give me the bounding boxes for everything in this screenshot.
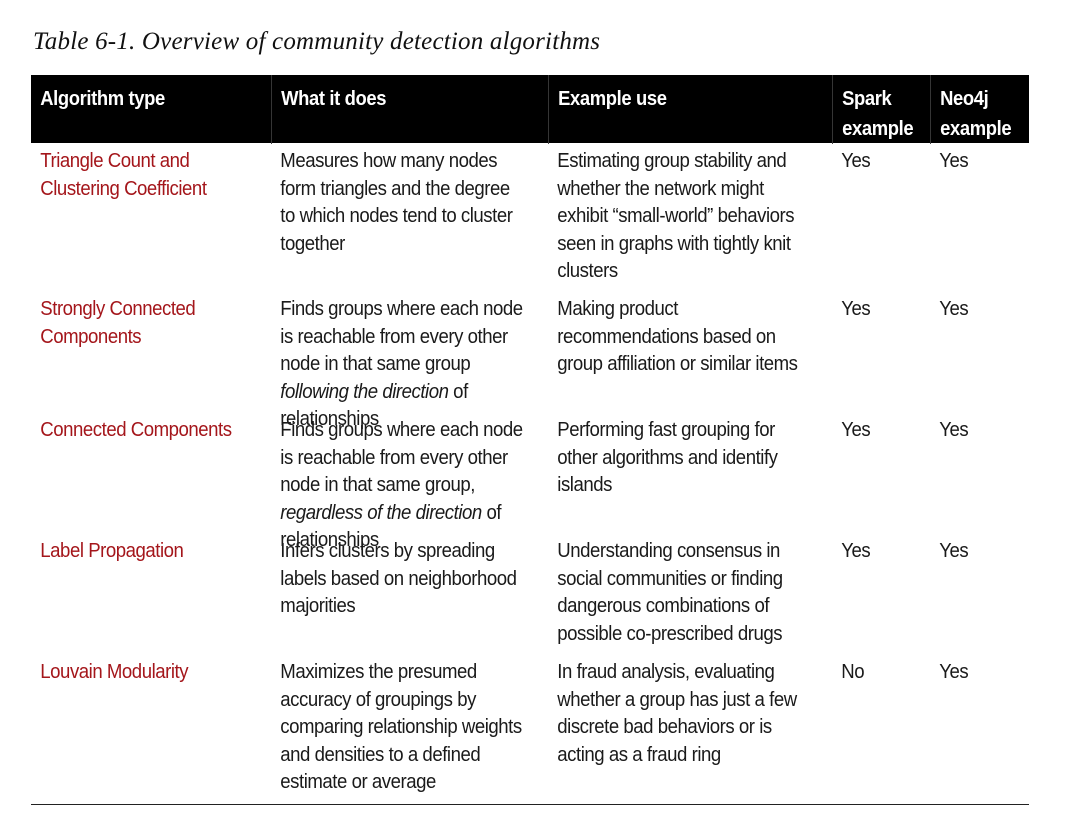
neo4j-availability: Yes <box>939 298 969 320</box>
header-spark-line2: example <box>842 118 914 140</box>
description-emphasis: following the direction <box>280 380 449 403</box>
algorithm-example-use: Estimating group stability and whether t… <box>557 150 795 283</box>
table-caption: Table 6-1. Overview of community detecti… <box>33 28 601 55</box>
table-row-strongly-connected: Strongly Connected Components Finds grou… <box>31 291 1029 430</box>
neo4j-availability: Yes <box>939 419 969 441</box>
description-text-end: of relationships <box>280 501 502 552</box>
algorithm-description: Finds groups where each node is reachabl… <box>271 291 529 434</box>
table-header-row: Algorithm type What it does Example use … <box>31 75 1029 144</box>
neo4j-availability: Yes <box>939 150 969 172</box>
table-row-louvain-modularity: Louvain Modularity Maximizes the presume… <box>31 654 1029 804</box>
algorithm-example-use: Understanding consensus in social commun… <box>557 540 783 645</box>
algorithm-example-use: In fraud analysis, evaluating whether a … <box>557 661 797 766</box>
spark-availability: Yes <box>841 540 871 562</box>
algorithm-example-use: Performing fast grouping for other algor… <box>557 419 778 497</box>
algorithm-description: Finds groups where each node is reachabl… <box>271 412 529 555</box>
description-text: Finds groups where each node is reachabl… <box>280 419 523 497</box>
spark-availability: No <box>841 661 865 683</box>
header-spark-line1: Spark <box>842 88 892 110</box>
algorithm-description: Maximizes the presumed accuracy of group… <box>280 661 522 794</box>
neo4j-availability: Yes <box>939 661 969 683</box>
header-what-it-does: What it does <box>271 75 526 144</box>
community-detection-table: Algorithm type What it does Example use … <box>31 75 1029 805</box>
table-row-triangle-count: Triangle Count and Clustering Coefficien… <box>31 143 1029 291</box>
header-neo4j-line2: example <box>940 118 1012 140</box>
algorithm-name: Label Propagation <box>40 540 184 562</box>
header-neo4j-example: Neo4j example <box>930 75 1021 144</box>
algorithm-name: Strongly Connected Components <box>40 298 196 348</box>
neo4j-availability: Yes <box>939 540 969 562</box>
description-text: Finds groups where each node is reachabl… <box>280 298 523 376</box>
spark-availability: Yes <box>841 298 871 320</box>
algorithm-example-use: Making product recommendations based on … <box>557 298 798 376</box>
header-neo4j-line1: Neo4j <box>940 88 989 110</box>
algorithm-name: Triangle Count and Clustering Coefficien… <box>40 150 207 200</box>
table-row-label-propagation: Label Propagation Infers clusters by spr… <box>31 533 1029 654</box>
description-emphasis: regardless of the direction <box>280 501 482 524</box>
header-algorithm-type: Algorithm type <box>40 88 165 110</box>
algorithm-description: Measures how many nodes form triangles a… <box>280 150 513 255</box>
header-example-use: Example use <box>548 75 809 144</box>
algorithm-name: Connected Components <box>40 419 232 441</box>
spark-availability: Yes <box>841 419 871 441</box>
description-text-end: of relationships <box>280 380 468 431</box>
algorithm-name: Louvain Modularity <box>40 661 189 683</box>
table-row-connected-components: Connected Components Finds groups where … <box>31 412 1029 551</box>
algorithm-description: Infers clusters by spreading labels base… <box>280 540 517 618</box>
header-spark-example: Spark example <box>832 75 922 144</box>
spark-availability: Yes <box>841 150 871 172</box>
